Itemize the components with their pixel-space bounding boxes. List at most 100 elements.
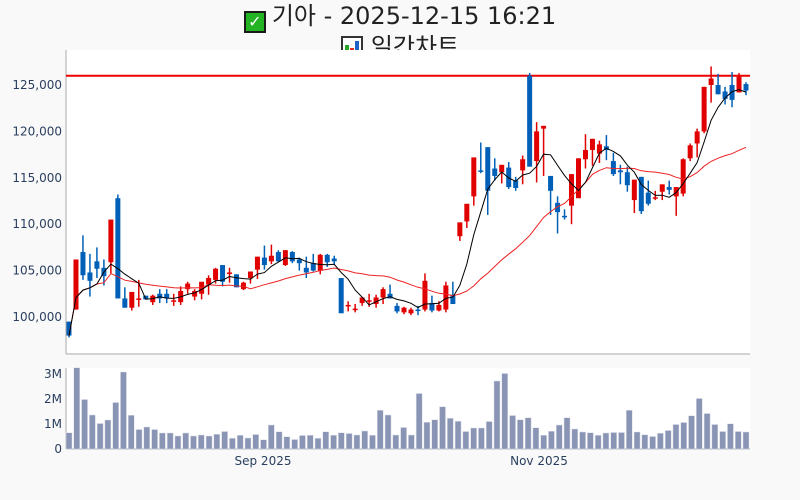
candle <box>527 75 533 167</box>
candle <box>115 198 121 299</box>
volume-bar <box>73 367 81 450</box>
candle <box>108 219 114 263</box>
candle <box>575 158 581 199</box>
volume-bar <box>112 402 119 450</box>
volume-bar <box>182 432 189 450</box>
volume-bar <box>688 415 695 450</box>
volume-bar <box>618 432 625 450</box>
volume-bar <box>633 431 641 450</box>
volume-bar <box>454 421 462 450</box>
volume-bar <box>260 439 267 450</box>
volume-bar <box>571 428 579 450</box>
volume-bar <box>291 439 298 450</box>
volume-bar <box>306 435 314 450</box>
volume-bar <box>400 427 407 450</box>
volume-bar <box>159 432 166 450</box>
candle <box>520 159 526 171</box>
volume-axis-tick: 3M <box>44 367 62 381</box>
candle <box>694 131 700 144</box>
volume-bar <box>221 431 228 450</box>
volume-bar <box>369 435 376 450</box>
candle <box>596 144 602 154</box>
volume-bar <box>128 415 135 450</box>
candle <box>254 256 260 270</box>
candle <box>687 145 693 159</box>
candle <box>227 272 233 274</box>
candle <box>171 300 177 302</box>
candle <box>247 271 253 279</box>
candle <box>310 263 316 271</box>
candle <box>617 170 623 173</box>
candle <box>359 297 365 304</box>
chart-title: ✓ 기아 - 2025-12-15 16:21 <box>0 0 800 33</box>
volume-bar <box>392 434 400 450</box>
volume-bar <box>548 431 555 450</box>
volume-bar <box>579 431 586 450</box>
volume-bar <box>384 414 392 450</box>
volume-bar <box>314 438 322 450</box>
price-panel: 100,000 105,000 110,000 115,000 120,000 125,0… <box>12 50 750 355</box>
candle <box>366 300 372 302</box>
candle <box>275 252 281 262</box>
volume-bar <box>229 438 236 450</box>
candle <box>499 164 505 173</box>
volume-bar <box>236 435 244 450</box>
volume-bar <box>408 434 415 450</box>
volume-bar <box>563 417 571 450</box>
candle <box>555 202 561 213</box>
volume-bar <box>415 393 423 450</box>
candle <box>464 203 470 222</box>
candle <box>471 157 477 197</box>
volume-bar <box>377 410 384 450</box>
candle <box>736 76 742 93</box>
price-axis-tick: 115,000 <box>12 171 62 185</box>
candle <box>157 293 163 299</box>
volume-bar <box>501 373 509 450</box>
candle <box>443 285 449 310</box>
candle <box>289 252 295 262</box>
volume-bar <box>478 427 485 450</box>
volume-bar <box>96 423 104 450</box>
volume-bar <box>361 430 368 450</box>
candle <box>485 147 491 191</box>
candle <box>645 192 651 204</box>
volume-bar <box>696 398 703 450</box>
candle <box>80 252 86 276</box>
candle <box>122 298 128 308</box>
volume-bar <box>626 410 633 450</box>
candle <box>185 283 191 290</box>
volume-bar <box>649 436 656 450</box>
candle <box>317 254 323 271</box>
candle <box>506 167 512 188</box>
volume-bar <box>81 399 88 450</box>
volume-bar <box>65 432 73 450</box>
candle <box>429 303 435 311</box>
volume-bar <box>594 435 602 450</box>
title-text: 기아 - 2025-12-15 16:21 <box>271 2 557 30</box>
candle <box>422 280 428 310</box>
volume-bar <box>439 406 446 450</box>
price-axis-tick: 120,000 <box>12 124 62 138</box>
volume-bar <box>166 432 174 450</box>
date-axis-tick: Sep 2025 <box>235 454 292 468</box>
candle <box>394 305 400 312</box>
candle <box>666 187 672 190</box>
volume-bar <box>198 434 205 450</box>
candle <box>715 85 721 95</box>
candle <box>478 170 484 172</box>
candle <box>73 259 79 310</box>
candle <box>701 86 707 132</box>
volume-bar <box>213 434 221 450</box>
price-axis-tick: 110,000 <box>12 217 62 231</box>
volume-bar <box>345 433 353 450</box>
volume-bar <box>657 433 664 450</box>
candle <box>296 259 302 264</box>
volume-bar <box>462 431 470 450</box>
volume-bar <box>120 371 127 450</box>
volume-bar <box>703 413 711 450</box>
candle <box>408 309 414 314</box>
volume-bar <box>641 434 649 450</box>
candle <box>213 268 219 280</box>
candle <box>338 278 344 314</box>
